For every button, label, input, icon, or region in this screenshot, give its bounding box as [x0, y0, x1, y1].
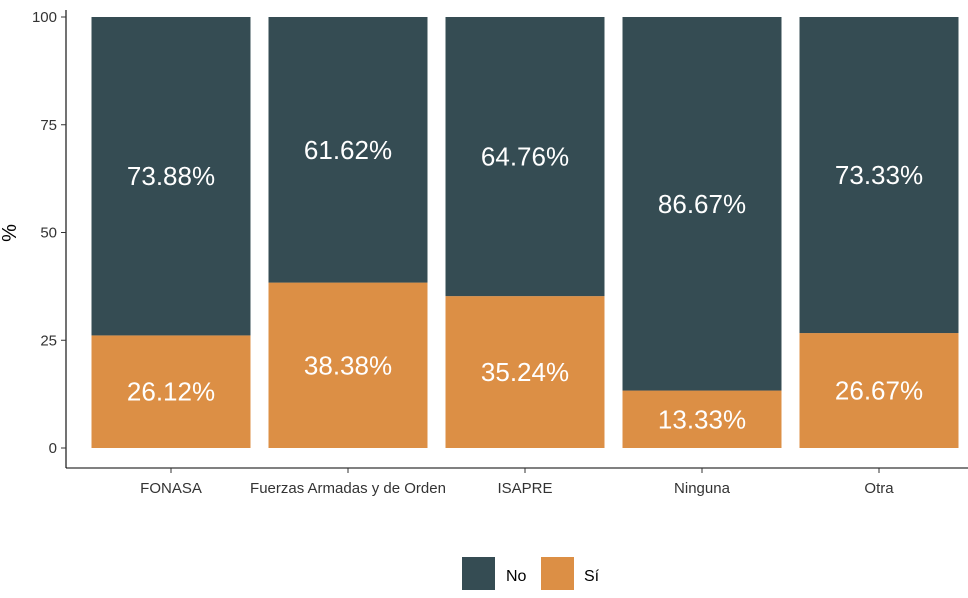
- bar-segment-no-isapre: [445, 17, 605, 297]
- x-tick-label-fonasa: FONASA: [140, 480, 202, 497]
- bar-segment-si-fonasa: [91, 335, 251, 448]
- bar-segment-no-fonasa: [91, 17, 251, 336]
- bar-label-no-fonasa: 73.88%: [127, 161, 215, 191]
- bar-label-si-fuerzas-armadas-y-de-orden: 38.38%: [304, 350, 392, 380]
- x-tick-label-fuerzas-armadas-y-de-orden: Fuerzas Armadas y de Orden: [250, 480, 446, 497]
- bar-segment-si-otra: [799, 333, 959, 448]
- x-tick-label-isapre: ISAPRE: [497, 480, 552, 497]
- y-tick-label: 50: [40, 225, 57, 242]
- bar-label-si-fonasa: 26.12%: [127, 377, 215, 407]
- bar-label-no-ninguna: 86.67%: [658, 189, 746, 219]
- bar-label-si-otra: 26.67%: [835, 376, 923, 406]
- axes-layer: [65, 10, 968, 469]
- bar-segment-si-isapre: [445, 296, 605, 448]
- legend-label-si: Sí: [584, 568, 600, 585]
- bar-segment-no-fuerzas-armadas-y-de-orden: [268, 17, 428, 283]
- bar-label-no-fuerzas-armadas-y-de-orden: 61.62%: [304, 135, 392, 165]
- bar-labels-layer: 26.12% 73.88% 38.38% 61.62% 35.24% 64.76% 13.3…: [127, 135, 923, 434]
- bar-label-no-otra: 73.33%: [835, 160, 923, 190]
- legend-swatch-no: [462, 557, 495, 590]
- y-axis-title: %: [0, 224, 21, 242]
- bar-label-si-ninguna: 13.33%: [658, 404, 746, 434]
- y-tick-label: 25: [40, 332, 57, 349]
- y-ticks-layer: 0 25 50 75 100: [32, 9, 66, 457]
- legend-swatch-si: [541, 557, 574, 590]
- bar-label-si-isapre: 35.24%: [481, 357, 569, 387]
- bars-layer: [91, 17, 959, 448]
- y-tick-label: 75: [40, 117, 57, 134]
- x-tick-label-ninguna: Ninguna: [674, 480, 731, 497]
- legend-label-no: No: [506, 568, 527, 585]
- legend: No Sí: [462, 557, 600, 590]
- bar-segment-no-ninguna: [622, 17, 782, 391]
- bar-segment-no-otra: [799, 17, 959, 334]
- y-tick-label: 100: [32, 9, 57, 26]
- x-ticks-layer: FONASA Fuerzas Armadas y de Orden ISAPRE Ni…: [140, 468, 894, 497]
- bar-label-no-isapre: 64.76%: [481, 142, 569, 172]
- bar-segment-si-fuerzas-armadas-y-de-orden: [268, 282, 428, 448]
- bar-segment-si-ninguna: [622, 390, 782, 448]
- x-tick-label-otra: Otra: [864, 480, 894, 497]
- y-tick-label: 0: [49, 440, 57, 457]
